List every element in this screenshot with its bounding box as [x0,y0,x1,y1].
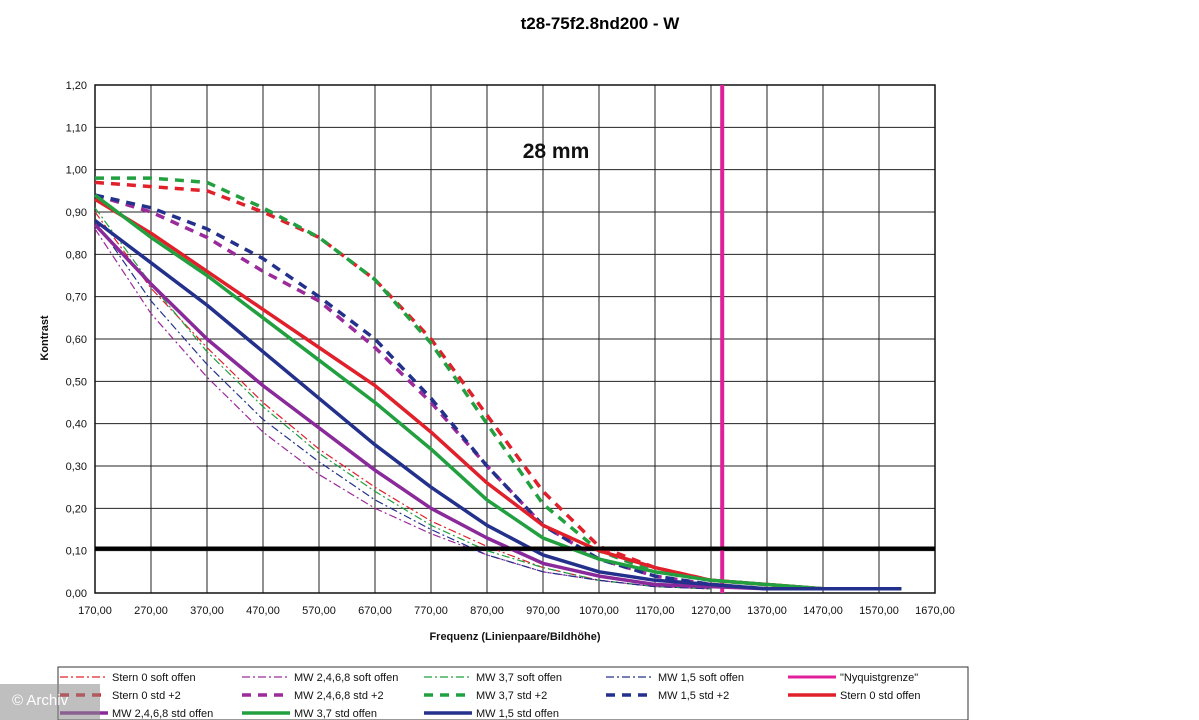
legend-label: MW 1,5 soft offen [658,672,744,684]
series-line-12 [93,219,902,591]
x-tick-label: 1570,00 [859,605,899,617]
x-tick-label: 1270,00 [691,605,731,617]
series-line-7 [95,176,902,591]
y-tick-label: 1,00 [66,165,87,177]
x-tick-labels: 170,00 270,00 370,00 470,00 570,00 670,00 770,… [78,605,955,617]
x-tick-label: 270,00 [134,605,168,617]
focal-length-annotation: 28 mm [523,140,590,163]
y-tick-labels: 0,00 0,10 0,20 0,30 0,40 0,50 0,60 0,70 0,80 0,90… [66,80,87,600]
chart-title: t28-75f2.8nd200 - W [521,14,681,33]
x-tick-label: 570,00 [302,605,336,617]
legend-label: "Nyquistgrenze" [840,672,918,684]
legend-item: MW 3,7 std offen [242,708,377,720]
y-tick-label: 0,40 [66,419,87,431]
legend-label: MW 1,5 std offen [476,708,559,720]
legend-item: "Nyquistgrenze" [788,672,918,684]
watermark: © Archiv [0,684,100,720]
legend-item: MW 1,5 std offen [424,708,559,720]
legend-label: MW 2,4,6,8 soft offen [294,672,398,684]
legend-item: MW 2,4,6,8 std +2 [242,690,384,702]
watermark-text: © Archiv [12,692,69,709]
legend-label: MW 3,7 soft offen [476,672,562,684]
y-tick-label: 0,90 [66,207,87,219]
legend-item: MW 3,7 std +2 [424,690,547,702]
legend-label: Stern 0 std +2 [112,690,181,702]
legend-label: MW 3,7 std +2 [476,690,547,702]
series-lines [93,85,902,593]
x-tick-label: 770,00 [414,605,448,617]
x-tick-label: 370,00 [190,605,224,617]
x-tick-label: 970,00 [526,605,560,617]
x-tick-label: 1370,00 [747,605,787,617]
legend: Stern 0 soft offen MW 2,4,6,8 soft offen M… [60,672,921,720]
x-tick-label: 1170,00 [636,605,675,617]
series-line-2 [94,207,712,590]
legend-label: Stern 0 soft offen [112,672,196,684]
x-tick-label: 1670,00 [915,605,955,617]
series-line-3 [94,220,712,590]
legend-item: MW 1,5 std +2 [606,690,729,702]
y-tick-label: 1,10 [66,122,87,134]
y-tick-label: 1,20 [66,80,87,92]
y-axis-label: Kontrast [39,315,51,361]
legend-item: MW 3,7 soft offen [424,672,562,684]
y-tick-label: 0,60 [66,334,87,346]
grid [94,84,936,594]
y-tick-label: 0,70 [66,292,87,304]
y-tick-label: 0,80 [66,249,87,261]
series-line-1 [94,228,712,590]
legend-item: Stern 0 soft offen [60,672,196,684]
legend-item: MW 2,4,6,8 soft offen [242,672,398,684]
x-axis-label: Frequenz (Linienpaare/Bildhöhe) [429,631,600,643]
legend-label: MW 2,4,6,8 std offen [112,708,213,720]
legend-label: Stern 0 std offen [840,690,921,702]
x-tick-label: 1070,00 [579,605,619,617]
legend-item: MW 1,5 soft offen [606,672,744,684]
legend-label: MW 3,7 std offen [294,708,377,720]
y-tick-label: 0,10 [66,546,87,558]
legend-item: Stern 0 std offen [788,690,921,702]
series-line-0 [94,211,712,590]
y-tick-label: 0,20 [66,503,87,515]
y-tick-label: 0,50 [66,376,87,388]
x-tick-label: 170,00 [78,605,112,617]
plot-frame [94,84,936,594]
x-tick-label: 670,00 [358,605,392,617]
x-tick-label: 470,00 [246,605,280,617]
x-tick-label: 870,00 [470,605,504,617]
x-tick-label: 1470,00 [803,605,843,617]
series-line-11 [93,193,902,591]
y-tick-label: 0,30 [66,461,87,473]
legend-label: MW 2,4,6,8 std +2 [294,690,384,702]
y-tick-label: 0,00 [66,588,87,600]
legend-label: MW 1,5 std +2 [658,690,729,702]
